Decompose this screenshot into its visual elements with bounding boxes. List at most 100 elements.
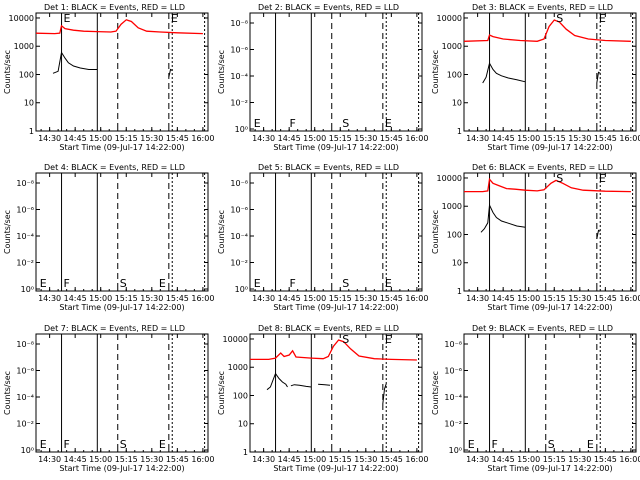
panel-title: Det 7: BLACK = Events, RED = LLD <box>44 324 185 333</box>
y-axis-label: Counts/sec <box>217 371 226 415</box>
plot-frame <box>35 12 209 132</box>
y-tick-label: 10⁻⁶ <box>444 367 462 376</box>
y-tick-label: 10 <box>24 99 34 108</box>
plot-frame <box>463 333 637 453</box>
y-tick-label: 10 <box>452 99 462 108</box>
plot-frame <box>463 172 637 292</box>
x-axis-label: Start Time (09-Jul-17 14:22:00) <box>59 303 184 312</box>
x-tick-label: 15:45 <box>166 294 189 303</box>
x-tick-label: 16:00 <box>619 455 640 464</box>
y-tick-label: 1 <box>457 127 462 136</box>
marker-label: E <box>587 438 594 451</box>
panel-title: Det 1: BLACK = Events, RED = LLD <box>44 3 185 12</box>
y-tick-label: 10⁻² <box>230 99 248 108</box>
plot-frame <box>35 333 209 453</box>
marker-label: F <box>289 277 295 290</box>
x-axis-label: Start Time (09-Jul-17 14:22:00) <box>273 464 398 473</box>
marker-label: E <box>385 277 392 290</box>
x-tick-label: 14:45 <box>278 455 301 464</box>
x-tick-label: 15:00 <box>303 455 326 464</box>
x-tick-label: 15:30 <box>354 134 377 143</box>
x-axis-label: Start Time (09-Jul-17 14:22:00) <box>273 303 398 312</box>
x-tick-label: 14:30 <box>38 294 61 303</box>
x-tick-label: 14:30 <box>252 455 275 464</box>
y-tick-label: 10⁰ <box>21 446 34 455</box>
x-tick-label: 15:30 <box>140 294 163 303</box>
x-tick-label: 14:45 <box>64 294 87 303</box>
y-axis-label: Counts/sec <box>431 210 440 254</box>
x-axis-label: Start Time (09-Jul-17 14:22:00) <box>59 143 184 152</box>
marker-label: S <box>120 438 127 451</box>
x-tick-label: 15:15 <box>115 455 138 464</box>
y-tick-label: 10 <box>238 420 248 429</box>
x-tick-label: 15:45 <box>380 455 403 464</box>
events-series-line <box>382 383 387 405</box>
y-tick-label: 10000 <box>437 14 462 23</box>
x-tick-label: 16:00 <box>405 134 428 143</box>
y-tick-label: 1000 <box>442 42 462 51</box>
y-tick-label: 1000 <box>14 42 34 51</box>
panel-title: Det 2: BLACK = Events, RED = LLD <box>258 3 399 12</box>
x-tick-label: 15:45 <box>380 134 403 143</box>
marker-label: S <box>342 277 349 290</box>
x-tick-label: 15:30 <box>568 455 591 464</box>
panel-title: Det 3: BLACK = Events, RED = LLD <box>472 3 613 12</box>
marker-label: E <box>468 438 475 451</box>
panel-title: Det 8: BLACK = Events, RED = LLD <box>258 324 399 333</box>
panel-det-6: Det 6: BLACK = Events, RED = LLD 14:30 14:… <box>431 163 640 312</box>
y-tick-label: 10⁻⁴ <box>444 393 462 402</box>
x-tick-label: 14:45 <box>64 455 87 464</box>
x-tick-label: 15:00 <box>89 455 112 464</box>
x-tick-label: 16:00 <box>405 455 428 464</box>
x-tick-label: 15:00 <box>517 294 540 303</box>
x-tick-label: 15:15 <box>543 134 566 143</box>
events-series-line <box>480 203 526 233</box>
events-series-line <box>266 372 288 391</box>
marker-label: E <box>171 12 178 25</box>
y-tick-label: 10⁻⁴ <box>16 393 34 402</box>
marker-label: F <box>64 277 70 290</box>
x-tick-label: 14:30 <box>252 134 275 143</box>
plot-frame <box>35 172 209 292</box>
x-tick-label: 15:15 <box>329 134 352 143</box>
x-axis-label: Start Time (09-Jul-17 14:22:00) <box>59 464 184 473</box>
x-axis-label: Start Time (09-Jul-17 14:22:00) <box>487 143 612 152</box>
marker-label: S <box>548 438 555 451</box>
y-tick-label: 10 <box>452 259 462 268</box>
marker-label: E <box>159 277 166 290</box>
y-axis-label: Counts/sec <box>217 210 226 254</box>
y-tick-label: 100 <box>447 70 462 79</box>
y-tick-label: 10000 <box>9 14 34 23</box>
events-series-line <box>596 229 601 239</box>
x-tick-label: 15:30 <box>140 134 163 143</box>
lld-series-line <box>464 177 631 193</box>
x-tick-label: 14:45 <box>64 134 87 143</box>
y-tick-label: 100 <box>19 70 34 79</box>
y-tick-label: 10⁻⁸ <box>230 19 248 28</box>
marker-label: F <box>289 117 295 130</box>
x-tick-label: 15:30 <box>354 294 377 303</box>
y-tick-label: 10⁻⁸ <box>230 179 248 188</box>
lld-series-line <box>35 19 203 35</box>
x-axis-label: Start Time (09-Jul-17 14:22:00) <box>487 464 612 473</box>
y-tick-label: 10⁻² <box>230 259 248 268</box>
plot-frame <box>249 333 423 453</box>
x-tick-label: 14:30 <box>252 294 275 303</box>
y-axis-label: Counts/sec <box>3 50 12 94</box>
panel-title: Det 4: BLACK = Events, RED = LLD <box>44 163 185 172</box>
x-tick-label: 15:30 <box>140 455 163 464</box>
y-tick-label: 10⁰ <box>21 285 34 294</box>
lld-series-line <box>250 339 417 361</box>
y-tick-label: 10⁰ <box>235 125 248 134</box>
x-tick-label: 14:30 <box>466 134 489 143</box>
x-axis-label: Start Time (09-Jul-17 14:22:00) <box>273 143 398 152</box>
marker-label: F <box>64 438 70 451</box>
y-tick-label: 10000 <box>223 335 248 344</box>
y-tick-label: 10⁻⁴ <box>230 232 248 241</box>
y-tick-label: 1000 <box>442 202 462 211</box>
lld-series-line <box>463 19 631 42</box>
x-tick-label: 15:45 <box>380 294 403 303</box>
x-tick-label: 15:00 <box>517 134 540 143</box>
marker-label: E <box>254 277 261 290</box>
events-series-line <box>318 383 331 386</box>
